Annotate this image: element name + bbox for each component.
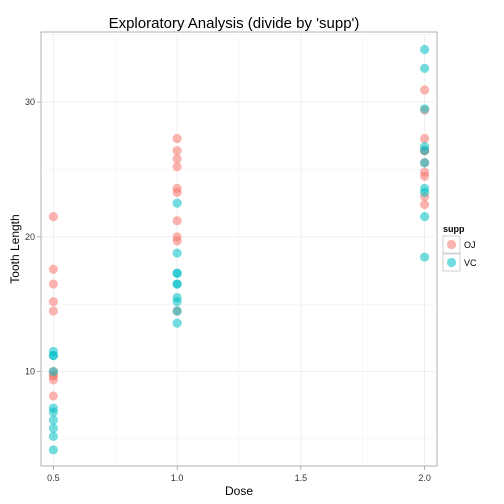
point-vc — [420, 252, 430, 262]
y-tick-label: 30 — [25, 97, 35, 107]
point-vc — [48, 431, 58, 441]
point-vc — [172, 279, 182, 289]
grid-minor — [41, 32, 437, 466]
legend-marker-oj — [446, 239, 457, 250]
legend: supp OJ VC — [442, 224, 477, 272]
point-vc — [48, 445, 58, 455]
chart-title: Exploratory Analysis (divide by 'supp') — [109, 15, 360, 32]
point-oj — [48, 306, 58, 316]
point-vc — [420, 104, 430, 114]
x-tick-label: 0.5 — [47, 473, 60, 483]
point-vc — [172, 296, 182, 307]
point-vc — [48, 367, 58, 377]
x-tick-label: 1.5 — [295, 473, 308, 483]
y-tick-label: 10 — [25, 367, 35, 377]
legend-label-vc: VC — [464, 258, 477, 268]
point-oj — [172, 154, 182, 164]
point-oj — [48, 296, 58, 307]
point-oj — [48, 264, 58, 274]
point-oj — [172, 162, 182, 172]
point-oj — [48, 279, 58, 289]
x-axis-title: Dose — [225, 484, 253, 498]
point-vc — [48, 415, 58, 425]
legend-label-oj: OJ — [464, 240, 476, 250]
point-oj — [172, 216, 182, 226]
y-axis-title: Tooth Length — [8, 214, 22, 283]
point-oj — [420, 133, 430, 144]
x-axis-ticks: 0.5 1.0 1.5 2.0 — [47, 466, 431, 483]
x-tick-label: 2.0 — [418, 473, 431, 483]
data-points — [48, 44, 430, 455]
point-vc — [48, 407, 58, 417]
point-vc — [172, 248, 182, 258]
legend-title: supp — [443, 224, 465, 234]
point-vc — [420, 158, 430, 168]
point-oj — [420, 171, 430, 181]
point-vc — [172, 268, 182, 278]
point-vc — [420, 146, 430, 156]
point-vc — [420, 187, 430, 197]
point-vc — [420, 63, 430, 73]
point-oj — [48, 391, 58, 401]
point-oj — [420, 85, 430, 95]
point-oj — [172, 187, 182, 197]
y-axis-ticks: 10 20 30 — [25, 97, 41, 377]
point-vc — [172, 198, 182, 208]
point-oj — [172, 146, 182, 156]
point-oj — [420, 199, 430, 210]
point-vc — [420, 44, 430, 55]
x-tick-label: 1.0 — [171, 473, 184, 483]
y-tick-label: 20 — [25, 232, 35, 242]
point-vc — [48, 423, 58, 433]
point-vc — [48, 350, 58, 361]
point-vc — [420, 212, 430, 222]
point-vc — [172, 306, 182, 316]
point-oj — [48, 212, 58, 222]
point-vc — [172, 318, 182, 328]
point-oj — [172, 236, 182, 246]
legend-marker-vc — [446, 257, 457, 268]
point-oj — [172, 133, 182, 144]
